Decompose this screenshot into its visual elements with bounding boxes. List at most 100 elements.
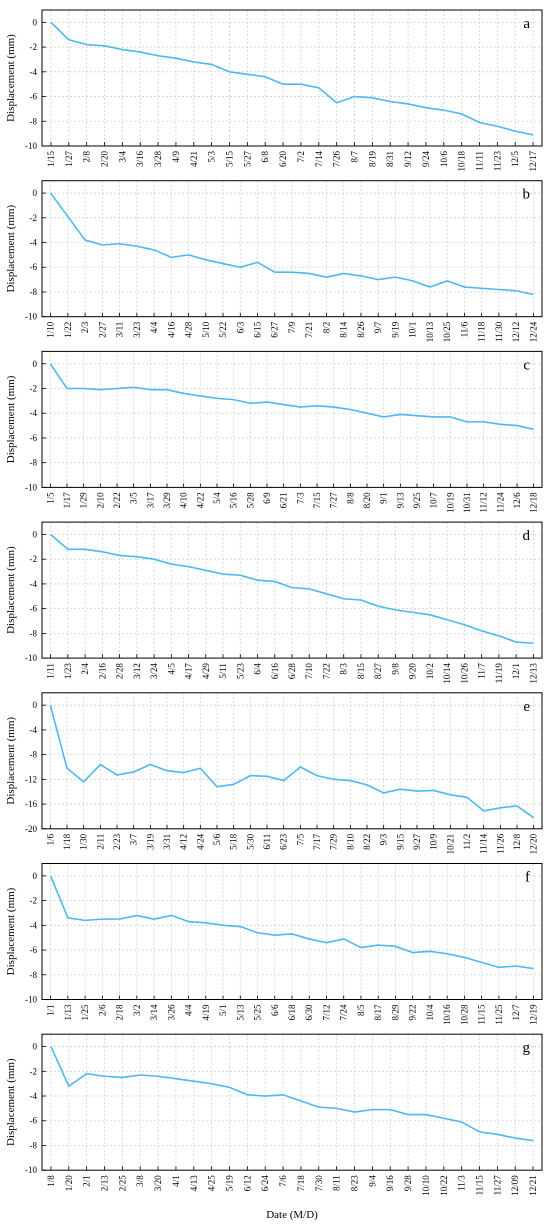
x-tick-label: 11/2 [462,834,472,850]
x-tick-label: 3/19 [145,833,155,850]
x-tick-label: 2/8 [82,151,92,163]
x-tick-label: 7/3 [295,492,305,504]
x-tick-label: 2/23 [112,833,122,850]
x-tick-label: 1/10 [46,321,56,338]
x-tick-label: 3/31 [162,834,172,850]
y-tick-label: -6 [30,604,38,614]
plot-frame [41,521,543,659]
y-tick-label: -2 [30,554,38,564]
x-tick-label: 4/1 [171,1175,181,1187]
x-tick-label: 11/25 [494,1004,504,1025]
x-tick-label: 2/18 [115,1004,125,1021]
y-tick-label: 0 [33,17,38,27]
x-tick-label: 3/7 [129,833,139,845]
x-tick-label: 1/18 [62,833,72,850]
x-tick-label: 4/19 [201,1004,211,1021]
y-tick-label: -10 [25,312,37,322]
x-tick-label: 10/7 [429,492,439,509]
y-tick-label: -8 [30,970,38,980]
x-tick-label: 3/12 [132,663,142,679]
x-tick-label: 11/26 [495,833,505,854]
x-tick-label: 8/20 [362,492,372,509]
data-line [49,363,534,431]
x-tick-label: 4/29 [201,663,211,680]
x-tick-label: 9/22 [408,1005,418,1021]
y-tick-label: -8 [30,458,38,468]
x-tick-label: 12/6 [512,492,522,509]
x-tick-label: 6/11 [262,834,272,850]
x-tick-label: 11/3 [457,1175,467,1191]
x-tick-label: 9/7 [373,321,383,333]
x-tick-label: 7/22 [321,663,331,679]
x-tick-label: 4/4 [184,1004,194,1016]
x-tick-label: 10/26 [459,663,469,684]
x-tick-label: 1/8 [46,1175,56,1187]
x-tick-label: 9/19 [390,321,400,338]
x-tick-label: 11/6 [459,321,469,337]
x-tick-label: 6/27 [270,321,280,338]
y-tick-label: -4 [30,920,38,930]
x-tick-label: 7/10 [304,663,314,680]
y-tick-label: -6 [30,1116,38,1126]
x-tick-label: 4/24 [195,833,205,850]
x-tick-label: 1/25 [80,1004,90,1021]
y-tick-label: -2 [30,896,38,906]
y-tick-label: -2 [30,1066,38,1076]
x-tick-label: 5/3 [207,151,217,163]
x-tick-label: 4/28 [184,321,194,338]
x-tick-label: 10/1 [408,322,418,338]
x-tick-label: 6/8 [260,151,270,163]
x-tick-label: 9/16 [385,1175,395,1192]
x-tick-label: 6/21 [279,492,289,508]
y-tick-label: -8 [30,116,38,126]
plot-frame [41,1033,543,1171]
x-tick-label: 9/1 [379,492,389,504]
x-tick-label: 10/2 [425,663,435,679]
x-tick-label: 7/30 [314,1175,324,1192]
x-tick-label: 6/24 [260,1175,270,1192]
x-tick-label: 1/23 [63,663,73,680]
y-tick-label: -12 [25,774,37,784]
y-tick-label: -2 [30,42,38,52]
x-tick-label: 6/20 [278,151,288,168]
x-tick-label: 7/14 [314,151,324,168]
x-tick-label: 11/11 [475,151,485,171]
x-tick-label: 10/10 [421,1175,431,1196]
x-tick-label: 6/4 [253,663,263,675]
x-tick-label: 8/11 [332,1175,342,1191]
x-tick-label: 9/20 [408,663,418,680]
y-tick-label: 0 [33,1042,38,1052]
x-tick-label: 3/4 [117,151,127,163]
data-line [49,192,534,296]
x-tick-label: 9/12 [403,151,413,167]
x-tick-label: 1/29 [79,492,89,509]
x-tick-label: 7/12 [321,1005,331,1021]
y-tick-label: -4 [30,725,38,735]
y-tick-label: -10 [25,141,37,151]
x-tick-label: 11/23 [492,151,502,172]
x-tick-label: 12/20 [529,833,539,854]
y-tick-label: -8 [30,750,38,760]
x-tick-label: 5/23 [235,663,245,680]
x-tick-label: 7/6 [278,1175,288,1187]
data-line [50,1046,534,1142]
y-axis-label: Displacement (mm) [5,1058,17,1146]
x-tick-label: 7/17 [312,833,322,850]
x-tick-label: 8/15 [356,663,366,680]
x-tick-label: 1/11 [46,663,56,679]
x-tick-label: 12/19 [528,1004,538,1025]
y-tick-label: -6 [30,945,38,955]
x-tick-label: 6/28 [287,663,297,680]
x-tick-label: 3/11 [115,322,125,338]
x-tick-label: 5/28 [245,492,255,509]
x-tick-label: 10/22 [439,1175,449,1196]
x-tick-label: 9/28 [403,1175,413,1192]
x-tick-label: 3/5 [129,492,139,504]
x-tick-label: 3/8 [135,1175,145,1187]
x-tick-label: 2/10 [95,492,105,509]
x-tick-label: 5/10 [201,321,211,338]
x-tick-label: 5/25 [253,1004,263,1021]
x-tick-label: 12/12 [511,322,521,343]
x-tick-label: 7/24 [339,1004,349,1021]
x-tick-label: 1/20 [64,1175,74,1192]
